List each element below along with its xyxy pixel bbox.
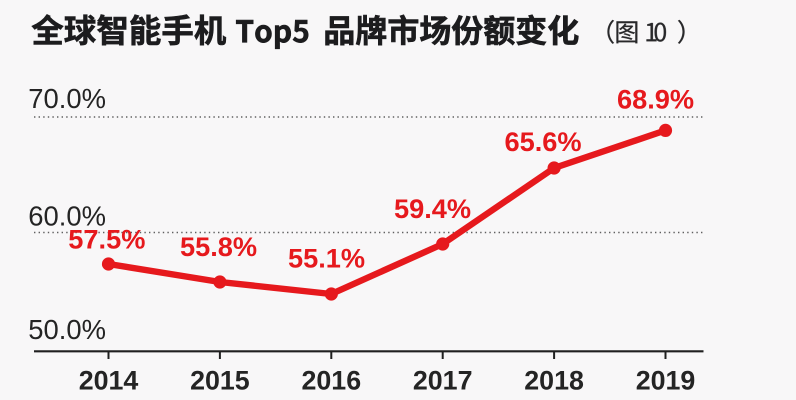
svg-text:70.0%: 70.0%	[28, 83, 106, 114]
svg-text:55.8%: 55.8%	[180, 231, 257, 262]
svg-text:59.4%: 59.4%	[394, 193, 471, 224]
svg-text:50.0%: 50.0%	[28, 314, 106, 345]
svg-text:2015: 2015	[190, 366, 250, 396]
svg-text:68.9%: 68.9%	[617, 84, 694, 115]
svg-text:57.5%: 57.5%	[68, 223, 145, 254]
svg-text:60.0%: 60.0%	[28, 201, 106, 232]
svg-text:2016: 2016	[301, 366, 361, 396]
svg-text:2019: 2019	[636, 366, 696, 396]
svg-text:55.1%: 55.1%	[288, 243, 365, 274]
svg-text:2018: 2018	[524, 366, 584, 396]
svg-text:2017: 2017	[413, 366, 473, 396]
svg-text:65.6%: 65.6%	[505, 126, 582, 157]
svg-text:2014: 2014	[79, 366, 139, 396]
